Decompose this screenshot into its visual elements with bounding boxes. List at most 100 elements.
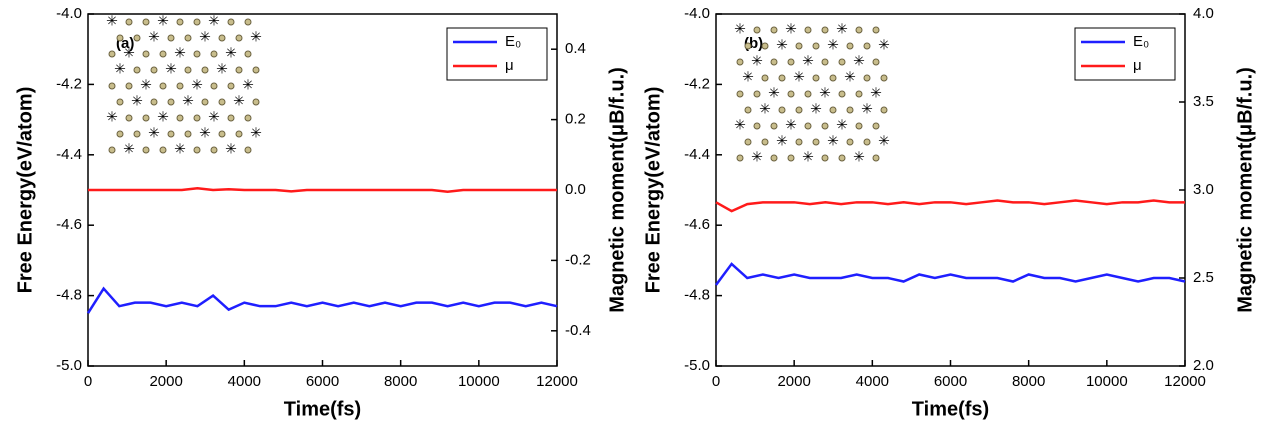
y2-tick-label: -0.2: [565, 251, 591, 268]
y2-tick-label: -0.4: [565, 322, 591, 339]
panel: 0 2000 4000 6000 8000 10000 12000 -5.0 -4.8 -4.6 -…: [14, 5, 628, 420]
atom: [150, 66, 158, 74]
x-tick-label: 8000: [1012, 373, 1045, 390]
series-line: [86, 286, 558, 314]
x-tick-label: 0: [84, 373, 92, 390]
y2-tick-label: 4.0: [1193, 5, 1214, 22]
atom-metal: ✳: [785, 117, 797, 133]
atom-metal: ✳: [225, 45, 237, 61]
atom: [125, 114, 133, 122]
y-axis-title: Free Energy(eV/atom): [14, 87, 36, 294]
atom: [744, 106, 752, 114]
atom: [855, 90, 863, 98]
atom: [108, 50, 116, 58]
y2-tick-label: 0.2: [565, 111, 586, 128]
legend-label: μ: [1133, 57, 1142, 74]
atom: [838, 154, 846, 162]
y2-tick-label: 3.5: [1193, 93, 1214, 110]
atom-metal: ✳: [819, 85, 831, 101]
atom: [846, 138, 854, 146]
atom-metal: ✳: [785, 21, 797, 37]
y-tick-label: -4.6: [684, 216, 710, 233]
atom: [108, 82, 116, 90]
y-tick-label: -4.2: [56, 75, 82, 92]
y-tick-label: -4.0: [684, 5, 710, 22]
atom: [210, 82, 218, 90]
atom: [193, 50, 201, 58]
atom: [770, 154, 778, 162]
atom: [210, 50, 218, 58]
atom-metal: ✳: [174, 141, 186, 157]
panel: 0 2000 4000 6000 8000 10000 12000 -5.0 -4.8 -4.6 -…: [642, 5, 1256, 420]
x-axis-title: Time(fs): [284, 398, 361, 420]
atom: [133, 130, 141, 138]
atom-metal: ✳: [174, 45, 186, 61]
x-tick-label: 8000: [384, 373, 417, 390]
atom-metal: ✳: [242, 77, 254, 93]
atom: [795, 42, 803, 50]
atom: [116, 98, 124, 106]
atom: [167, 34, 175, 42]
y-tick-label: -4.8: [684, 287, 710, 304]
atom: [761, 74, 769, 82]
atom-metal: ✳: [131, 93, 143, 109]
atom: [795, 106, 803, 114]
atom: [210, 146, 218, 154]
atom: [159, 82, 167, 90]
atom: [142, 146, 150, 154]
atom: [880, 74, 888, 82]
atom: [252, 66, 260, 74]
atom: [744, 138, 752, 146]
atom: [736, 58, 744, 66]
atom-metal: ✳: [182, 93, 194, 109]
atom-metal: ✳: [751, 53, 763, 69]
y-tick-label: -5.0: [56, 357, 82, 374]
atom: [812, 74, 820, 82]
x-tick-label: 10000: [1086, 373, 1128, 390]
atom-metal: ✳: [853, 53, 865, 69]
x-tick-label: 2000: [777, 373, 810, 390]
legend-box: [446, 27, 548, 81]
atom: [855, 122, 863, 130]
atom-metal: ✳: [216, 61, 228, 77]
atom: [108, 146, 116, 154]
atom: [804, 26, 812, 34]
atom: [778, 106, 786, 114]
x-axis-title: Time(fs): [912, 398, 989, 420]
atom: [846, 42, 854, 50]
atom: [872, 58, 880, 66]
atom-metal: ✳: [114, 61, 126, 77]
atom: [218, 98, 226, 106]
atom-metal: ✳: [759, 101, 771, 117]
atom: [142, 114, 150, 122]
atom: [201, 66, 209, 74]
structure-inset: ✳ ✳ ✳✳ ✳ ✳✳ ✳ ✳✳ ✳ ✳✳ ✳ ✳✳ ✳ ✳✳ ✳ ✳✳ ✳ ✳✳ ✳ ✳: [106, 13, 262, 157]
x-tick-label: 4000: [228, 373, 261, 390]
atom-metal: ✳: [870, 85, 882, 101]
atom-metal: ✳: [751, 149, 763, 165]
atom-metal: ✳: [742, 69, 754, 85]
y2-axis-title: Magnetic moment(μB/f.u.): [606, 67, 628, 313]
atom-metal: ✳: [810, 101, 822, 117]
atom: [218, 34, 226, 42]
atom: [778, 74, 786, 82]
y-tick-label: -4.2: [684, 75, 710, 92]
atom: [133, 66, 141, 74]
atom-metal: ✳: [734, 21, 746, 37]
atom: [804, 90, 812, 98]
atom-metal: ✳: [827, 133, 839, 149]
legend-label: E₀: [505, 33, 521, 50]
x-tick-label: 2000: [149, 373, 182, 390]
x-tick-label: 0: [712, 373, 720, 390]
atom: [736, 90, 744, 98]
y-tick-label: -4.6: [56, 216, 82, 233]
atom: [821, 154, 829, 162]
atom: [150, 98, 158, 106]
atom: [829, 106, 837, 114]
atom-metal: ✳: [165, 61, 177, 77]
x-tick-label: 12000: [536, 373, 578, 390]
atom: [235, 34, 243, 42]
atom: [125, 82, 133, 90]
atom: [184, 66, 192, 74]
